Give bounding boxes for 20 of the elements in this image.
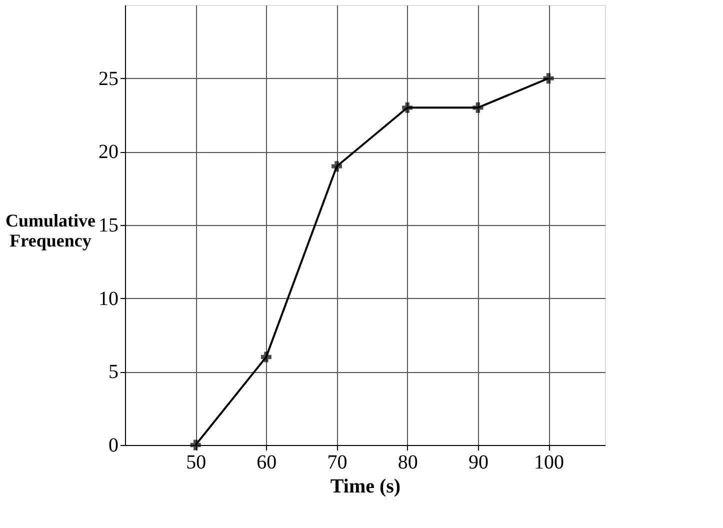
x-tick-label: 80 — [398, 452, 418, 474]
point — [260, 352, 272, 362]
y-tick-label: 25 — [98, 68, 118, 90]
x-tick-label: 60 — [256, 452, 277, 474]
x-tick-label: 70 — [327, 452, 348, 474]
point — [543, 73, 554, 84]
y-tick-label: 5 — [108, 361, 118, 384]
point — [472, 102, 484, 113]
y-tick-label: 15 — [98, 214, 118, 236]
x-tick-label: 50 — [186, 452, 206, 474]
y-tick-label: 20 — [98, 141, 118, 164]
point — [332, 161, 342, 172]
x-axis-title: Time (s) — [330, 476, 401, 498]
point — [190, 440, 201, 450]
y-tick-label: 0 — [108, 434, 118, 456]
y-axis-title: Cumulative Frequency — [6, 210, 96, 250]
x-tick-label: 100 — [534, 452, 564, 474]
point — [402, 102, 413, 113]
y-tick-label: 10 — [98, 288, 118, 310]
x-tick-label: 90 — [468, 452, 488, 474]
